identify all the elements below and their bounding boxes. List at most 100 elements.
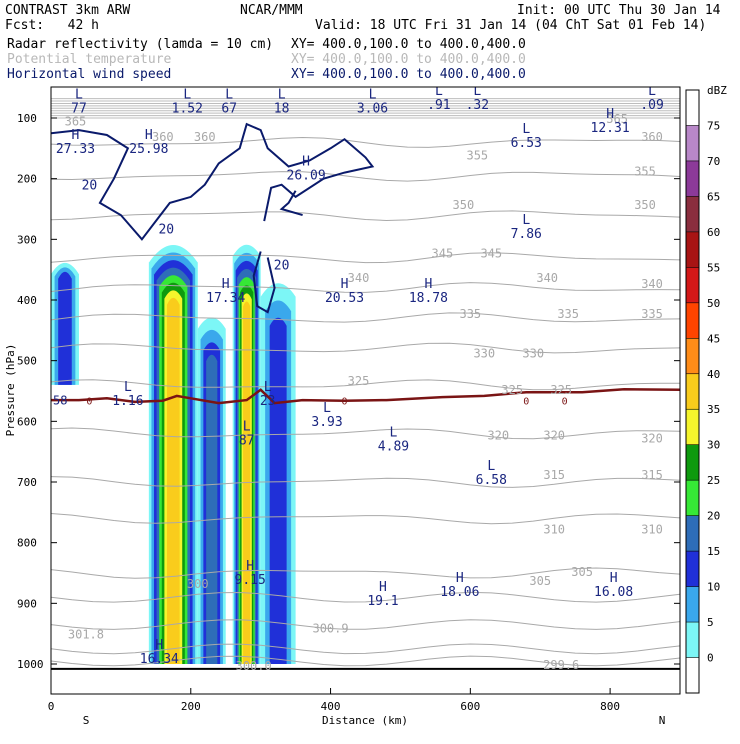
y-axis-label: Pressure (hPa)	[4, 344, 17, 437]
extremum-value: 12.31	[591, 121, 630, 136]
theta-contour-surface	[51, 655, 680, 667]
extremum-value: 6.58	[476, 473, 507, 488]
y-tick-label: 600	[17, 415, 37, 428]
extremum-value: 27.33	[56, 142, 95, 157]
extremum-value: .32	[466, 98, 489, 113]
theta-label: 345	[480, 247, 502, 261]
extremum-value: 3.06	[357, 102, 388, 117]
extremum-marker: L	[225, 88, 233, 103]
colorbar-swatch	[686, 267, 699, 303]
theta-label: 335	[557, 307, 579, 321]
reflectivity-band	[269, 317, 287, 664]
theta-contour	[51, 282, 680, 293]
wind-contour	[252, 251, 276, 314]
wind-contour-label: 20	[274, 259, 290, 274]
extremum-value: 19.1	[367, 594, 398, 609]
x-axis-label: Distance (km)	[322, 714, 408, 727]
extremum-marker: L	[183, 88, 191, 103]
plot-frame	[50, 86, 681, 695]
theta-contour	[51, 136, 680, 148]
extremum-marker: H	[155, 638, 163, 653]
theta-label: 325	[550, 383, 572, 397]
plot-area: 0 0 0 0 58 365 360 360 365 360 355 355 350 350 345 345…	[50, 84, 681, 695]
freezing-level-label: 0	[523, 397, 529, 408]
colorbar-swatch	[686, 409, 699, 445]
theta-label: 320	[543, 429, 565, 443]
theta-label: 305	[571, 565, 593, 579]
extremum-marker: L	[124, 380, 132, 395]
extremum-value: 6.53	[511, 136, 542, 151]
theta-label: 300.9	[312, 621, 348, 635]
y-tick-label: 100	[17, 112, 37, 125]
wind-contour-label: 20	[158, 222, 174, 237]
extremum-value: 9.15	[235, 573, 266, 588]
theta-label: 330	[473, 347, 495, 361]
theta-label: 315	[641, 468, 663, 482]
colorbar-swatch	[686, 338, 699, 374]
header-org: NCAR/MMM	[240, 3, 303, 18]
colorbar-swatch	[686, 515, 699, 552]
reflectivity-band	[206, 354, 218, 664]
extremum-marker: H	[424, 277, 432, 292]
colorbar-swatch	[686, 551, 699, 587]
theta-contour	[51, 342, 680, 354]
theta-label: 335	[641, 307, 663, 321]
colorbar-level-label: 70	[707, 155, 720, 168]
extremum-marker: L	[369, 88, 377, 103]
header-fcst: Fcst: 42 h	[5, 18, 99, 33]
x-tick-label: 0	[48, 700, 55, 713]
theta-contour-surface	[51, 643, 680, 655]
extremum-marker: L	[243, 419, 251, 434]
field-theta-xy: XY= 400.0,100.0 to 400.0,400.0	[291, 52, 526, 67]
extremum-value: 26.09	[287, 168, 326, 183]
theta-label: 350	[453, 198, 475, 212]
x-tick-label: 800	[600, 700, 620, 713]
field-wind-xy: XY= 400.0,100.0 to 400.0,400.0	[291, 67, 526, 82]
extremum-value: 18.06	[440, 585, 479, 600]
extremum-marker: L	[648, 84, 656, 99]
reflectivity-band	[166, 297, 180, 664]
theta-label: 340	[348, 271, 370, 285]
theta-label: 365	[606, 112, 628, 126]
extremum-value: 16.34	[140, 652, 179, 667]
wind-contour-label: 20	[82, 179, 98, 194]
colorbar-level-label: 65	[707, 190, 720, 203]
colorbar-swatch	[686, 125, 699, 161]
colorbar-level-label: 45	[707, 332, 720, 345]
theta-label: 310	[641, 523, 663, 537]
colorbar-swatch	[686, 302, 699, 339]
colorbar-level-label: 30	[707, 439, 720, 452]
extremum-value: 25.98	[129, 142, 168, 157]
extremum-marker: H	[72, 128, 80, 143]
colorbar-level-label: 25	[707, 474, 720, 487]
header-model: CONTRAST 3km ARW	[5, 3, 130, 18]
theta-label: 325	[348, 374, 370, 388]
extremum-marker: H	[222, 277, 230, 292]
extremum-marker: L	[278, 88, 286, 103]
theta-contour-surface	[51, 619, 680, 630]
extremum-value: 18.78	[409, 291, 448, 306]
theta-label: 300.0	[236, 659, 272, 673]
reflectivity-band	[58, 271, 72, 385]
colorbar-level-label: 0	[707, 652, 714, 665]
freezing-level-label: 0	[86, 397, 92, 408]
extremum-marker: H	[246, 559, 254, 574]
x-end-right: N	[659, 714, 666, 727]
theta-label: 315	[543, 468, 565, 482]
theta-contour	[51, 379, 680, 391]
theta-label: 340	[641, 277, 663, 291]
colorbar-swatch	[686, 586, 699, 623]
theta-label: 360	[194, 130, 216, 144]
theta-label: 355	[466, 148, 488, 162]
extremum-marker: H	[456, 571, 464, 586]
extremum-marker: H	[302, 154, 310, 169]
colorbar-level-label: 10	[707, 581, 720, 594]
colorbar-level-label: 75	[707, 119, 720, 132]
extremum-value: .09	[640, 98, 663, 113]
theta-label: 350	[634, 198, 656, 212]
theta-contour	[51, 312, 680, 323]
theta-label: 340	[536, 271, 558, 285]
y-tick-label: 900	[17, 597, 37, 610]
